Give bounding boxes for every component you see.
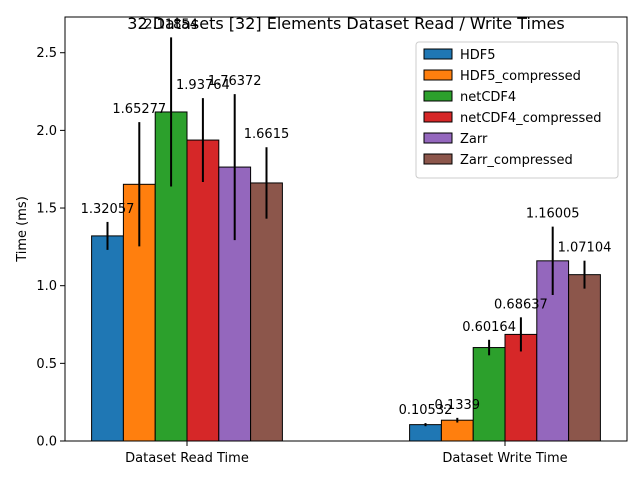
data-label: 0.60164 — [462, 320, 516, 335]
legend-swatch — [423, 48, 453, 60]
bar — [91, 235, 124, 442]
legend-swatch — [423, 132, 453, 144]
data-label: 1.16005 — [526, 207, 580, 222]
legend-label: netCDF4 — [460, 90, 516, 105]
bar — [250, 182, 283, 442]
y-tick-label: 0.0 — [36, 435, 57, 450]
data-label: 1.32057 — [81, 202, 135, 217]
x-tick-label: Dataset Write Time — [442, 451, 567, 466]
legend-label: Zarr_compressed — [460, 153, 573, 168]
y-axis-title: Time (ms) — [15, 196, 30, 263]
chart-title: 32 Datasets [32] Elements Dataset Read /… — [127, 14, 564, 33]
data-labels-group: 1.32057 0.10532 1.65277 0.1339 2.11854 0.6016… — [81, 17, 612, 418]
y-tick-label: 2.0 — [36, 124, 57, 139]
legend: HDF5 HDF5_compressed netCDF4 netCDF4_compre… — [415, 41, 619, 179]
data-label: 0.1339 — [435, 398, 481, 413]
errorbars-group — [106, 37, 586, 427]
legend-label: Zarr — [460, 132, 488, 147]
legend-frame — [415, 41, 619, 179]
bar — [186, 139, 220, 442]
y-axis: 0.0 0.5 1.0 1.5 2.0 2.5 — [36, 46, 65, 450]
data-label: 1.6615 — [244, 127, 290, 142]
data-label: 1.07104 — [558, 241, 612, 256]
legend-label: HDF5_compressed — [460, 69, 581, 84]
data-label: 1.76372 — [208, 74, 262, 89]
data-label: 0.10532 — [399, 403, 453, 418]
legend-swatch — [423, 90, 453, 102]
bar — [472, 347, 506, 442]
plot-frame — [64, 16, 628, 442]
legend-swatch — [423, 69, 453, 81]
y-tick-label: 2.5 — [36, 46, 57, 61]
y-tick-label: 1.5 — [36, 202, 57, 217]
data-label: 1.93764 — [176, 78, 230, 93]
legend-swatch — [423, 153, 453, 165]
legend-label: netCDF4_compressed — [460, 111, 602, 126]
y-tick-label: 1.0 — [36, 279, 57, 294]
y-tick-label: 0.5 — [36, 357, 57, 372]
data-label: 1.65277 — [112, 102, 166, 117]
data-label: 0.68637 — [494, 297, 548, 312]
legend-label: HDF5 — [460, 48, 496, 63]
bar — [568, 274, 601, 442]
legend-swatch — [423, 111, 453, 123]
data-label: 2.11854 — [144, 17, 198, 32]
bar — [440, 419, 474, 442]
x-axis: Dataset Read Time Dataset Write Time — [125, 441, 568, 466]
bar — [409, 424, 442, 442]
x-tick-label: Dataset Read Time — [125, 451, 249, 466]
